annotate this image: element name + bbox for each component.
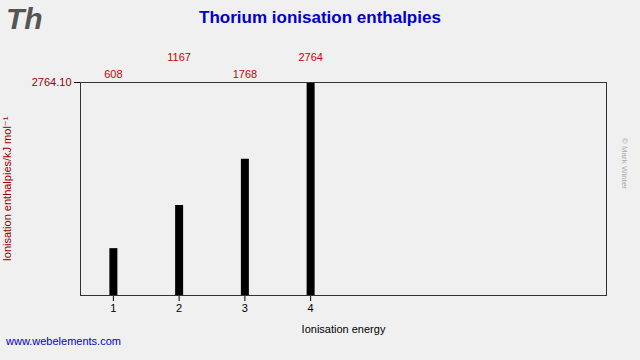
svg-text:1: 1: [110, 302, 116, 314]
html-text:Thorium ionisation enthalpies: Thorium ionisation enthalpies: [199, 8, 441, 27]
svg-text:Ionisation energy: Ionisation energy: [302, 323, 386, 335]
html-text:Th: Th: [6, 2, 43, 35]
svg-text:4: 4: [308, 302, 314, 314]
svg-text:1768: 1768: [233, 68, 257, 80]
svg-text:2764: 2764: [298, 51, 322, 63]
svg-text:3: 3: [242, 302, 248, 314]
svg-text:© Mark Winter: © Mark Winter: [620, 138, 629, 190]
svg-text:2764.10: 2764.10: [32, 76, 72, 88]
svg-text:Ionisation enthalpies/kJ mol⁻¹: Ionisation enthalpies/kJ mol⁻¹: [1, 116, 13, 261]
svg-text:608: 608: [104, 68, 122, 80]
svg-text:2: 2: [176, 302, 182, 314]
svg-text:1167: 1167: [167, 51, 191, 63]
html-text:www.webelements.com: www.webelements.com: [6, 335, 121, 347]
